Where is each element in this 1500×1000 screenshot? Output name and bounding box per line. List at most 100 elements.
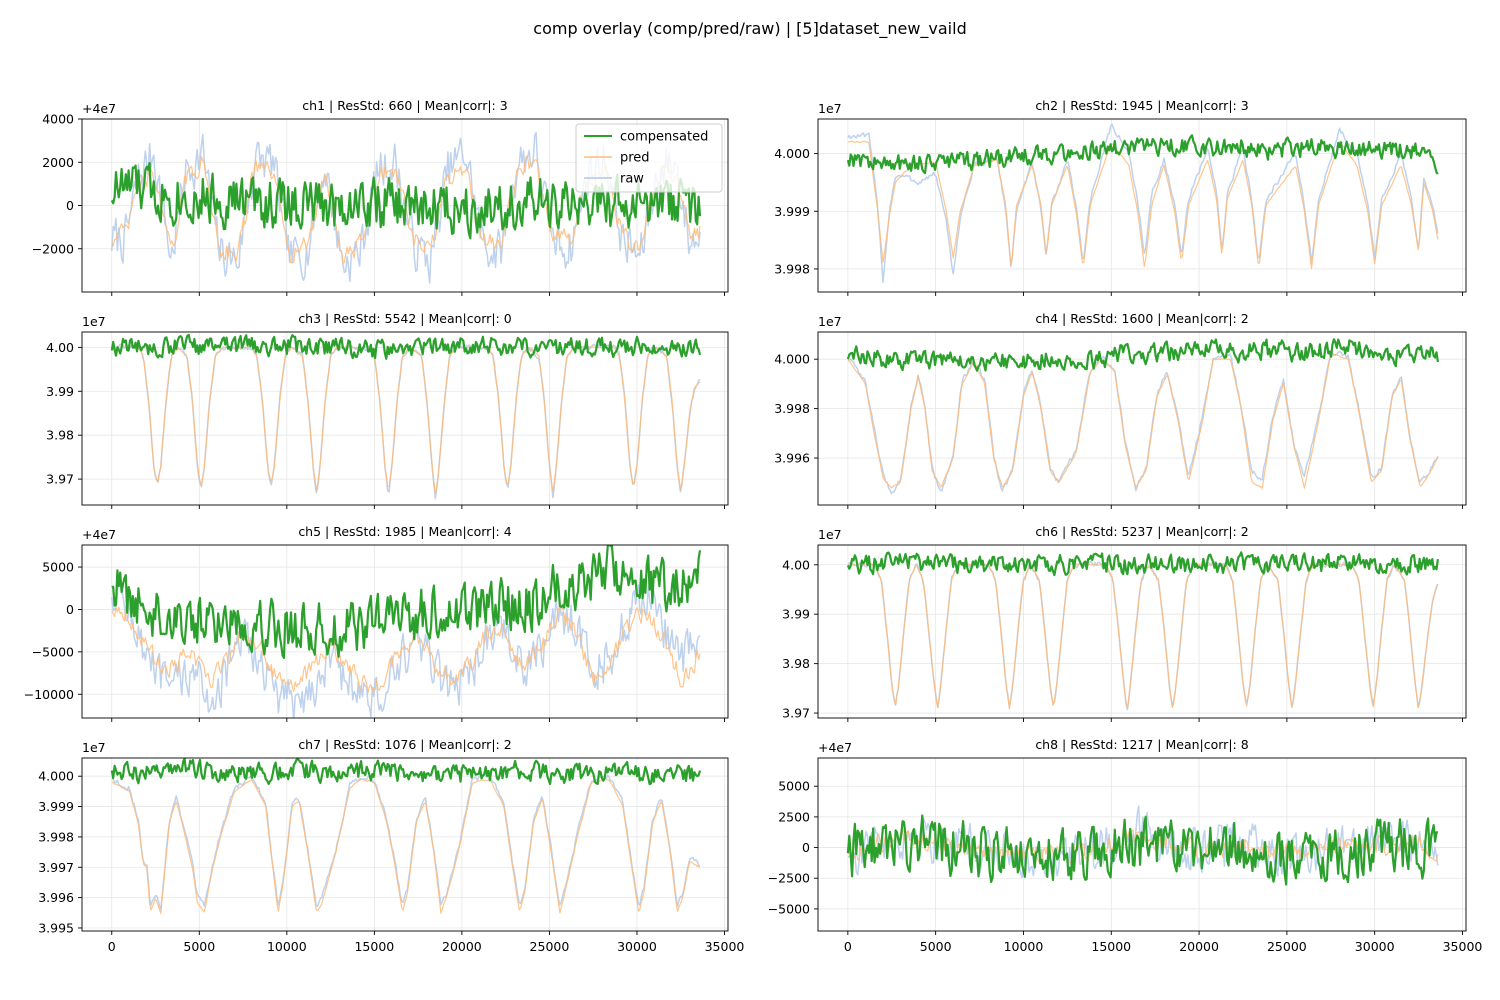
y-tick-label: 3.998: [774, 261, 810, 276]
subplot-4: 3.996 3.998 4.000 1e7 ch4 | ResStd: 1600 | M…: [774, 311, 1467, 509]
x-tick-label: 0: [844, 939, 852, 954]
axis-offset-label: +4e7: [82, 101, 116, 116]
compensated-series-line: [110, 333, 702, 360]
subplot-1: −2000 0 2000 4000 +4e7 ch1 | ResStd: 660 | Me…: [32, 98, 729, 296]
y-tick-label: 3.999: [38, 799, 74, 814]
x-tick-label: 35000: [1443, 939, 1483, 954]
legend-label-compensated: compensated: [620, 130, 708, 145]
pred-series-line: [847, 140, 1439, 270]
y-tick-label: 2500: [778, 809, 810, 824]
subplot-title: ch4 | ResStd: 1600 | Mean|corr|: 2: [1035, 311, 1248, 326]
compensated-series-line: [110, 758, 702, 786]
axis-offset-label: 1e7: [818, 527, 842, 542]
y-tick-label: 3.998: [774, 401, 810, 416]
y-tick-label: 0: [66, 602, 74, 617]
raw-series-line: [111, 574, 701, 718]
axis-offset-label: 1e7: [82, 314, 106, 329]
x-tick-label: 30000: [1355, 939, 1395, 954]
subplot-7: 0 5000 10000 15000 20000 25000 30000 35000 3.995…: [38, 737, 744, 954]
subplot-2: 3.998 3.999 4.000 1e7 ch2 | ResStd: 1945 | M…: [774, 98, 1467, 296]
x-tick-label: 30000: [617, 939, 657, 954]
y-tick-label: 4000: [42, 112, 74, 127]
x-tick-label: 5000: [920, 939, 952, 954]
y-tick-label: 4.000: [38, 769, 74, 784]
axes-frame: [817, 544, 1467, 719]
axes-frame: [81, 544, 729, 719]
x-tick-label: 15000: [1091, 939, 1131, 954]
legend-label-raw: raw: [620, 172, 644, 187]
pred-series-line: [847, 563, 1439, 710]
axes-frame: [817, 757, 1467, 932]
axes-frame: [81, 331, 729, 506]
y-tick-label: −10000: [24, 687, 74, 702]
pred-series-line: [111, 778, 701, 915]
figure-suptitle: comp overlay (comp/pred/raw) | [5]datase…: [533, 19, 966, 39]
pred-series-line: [847, 353, 1439, 489]
axis-offset-label: +4e7: [818, 740, 852, 755]
x-tick-label: 20000: [442, 939, 482, 954]
subplot-title: ch2 | ResStd: 1945 | Mean|corr|: 3: [1035, 98, 1248, 113]
axes-frame: [81, 757, 729, 932]
subplot-grid: −2000 0 2000 4000 +4e7 ch1 | ResStd: 660 | Me…: [24, 98, 1483, 954]
y-tick-label: 0: [66, 198, 74, 213]
subplot-title: ch8 | ResStd: 1217 | Mean|corr|: 8: [1035, 737, 1248, 752]
y-tick-label: 4.00: [782, 557, 810, 572]
subplot-title: ch6 | ResStd: 5237 | Mean|corr|: 2: [1035, 524, 1248, 539]
compensated-series-line: [846, 338, 1439, 372]
y-tick-label: 3.995: [38, 920, 74, 935]
axis-offset-label: +4e7: [82, 527, 116, 542]
compensated-series-line: [846, 814, 1439, 886]
x-tick-label: 0: [108, 939, 116, 954]
y-tick-label: 3.996: [774, 451, 810, 466]
y-tick-label: 3.99: [46, 384, 74, 399]
axes-frame: [817, 118, 1467, 293]
x-tick-label: 25000: [530, 939, 570, 954]
y-tick-label: −2000: [32, 241, 74, 256]
x-tick-label: 10000: [1004, 939, 1044, 954]
legend-label-pred: pred: [620, 151, 650, 166]
compensated-series-line: [846, 551, 1439, 577]
x-tick-label: 25000: [1267, 939, 1307, 954]
x-tick-label: 10000: [267, 939, 307, 954]
y-tick-label: −2500: [768, 871, 810, 886]
y-tick-label: 5000: [778, 779, 810, 794]
subplot-6: 3.97 3.98 3.99 4.00 1e7 ch6 | ResStd: 5237 | …: [782, 524, 1467, 722]
y-tick-label: 3.97: [46, 472, 74, 487]
legend: compensated pred raw: [575, 123, 723, 193]
y-tick-label: 3.998: [38, 829, 74, 844]
y-tick-label: −5000: [768, 901, 810, 916]
y-tick-label: 4.000: [774, 352, 810, 367]
y-tick-label: 4.00: [46, 340, 74, 355]
subplot-title: ch3 | ResStd: 5542 | Mean|corr|: 0: [298, 311, 511, 326]
axes-frame: [817, 331, 1467, 506]
subplot-8: 0 5000 10000 15000 20000 25000 30000 35000−5000…: [768, 737, 1483, 954]
y-tick-label: 3.99: [782, 607, 810, 622]
subplot-title: ch5 | ResStd: 1985 | Mean|corr|: 4: [298, 524, 511, 539]
legend-box: [575, 123, 723, 193]
y-tick-label: 4.000: [774, 146, 810, 161]
y-tick-label: 3.98: [782, 656, 810, 671]
raw-series-line: [847, 123, 1439, 284]
y-tick-label: 3.996: [38, 890, 74, 905]
subplot-title: ch7 | ResStd: 1076 | Mean|corr|: 2: [298, 737, 511, 752]
pred-series-line: [111, 605, 701, 694]
axis-offset-label: 1e7: [82, 740, 106, 755]
subplot-title: ch1 | ResStd: 660 | Mean|corr|: 3: [302, 98, 507, 113]
y-tick-label: 0: [802, 840, 810, 855]
x-tick-label: 20000: [1179, 939, 1219, 954]
y-tick-label: 3.999: [774, 204, 810, 219]
y-tick-label: 2000: [42, 155, 74, 170]
y-tick-label: −5000: [32, 644, 74, 659]
compensated-series-line: [846, 134, 1439, 175]
y-tick-label: 3.97: [782, 706, 810, 721]
y-tick-label: 3.997: [38, 860, 74, 875]
axis-offset-label: 1e7: [818, 101, 842, 116]
x-tick-label: 5000: [183, 939, 215, 954]
compensated-series-line: [111, 545, 702, 659]
subplot-3: 3.97 3.98 3.99 4.00 1e7 ch3 | ResStd: 5542 | …: [46, 311, 729, 509]
axis-offset-label: 1e7: [818, 314, 842, 329]
x-tick-label: 15000: [354, 939, 394, 954]
x-tick-label: 35000: [705, 939, 745, 954]
subplot-5: −10000 −5000 0 5000 +4e7 ch5 | ResStd: 1985 |…: [24, 524, 729, 722]
